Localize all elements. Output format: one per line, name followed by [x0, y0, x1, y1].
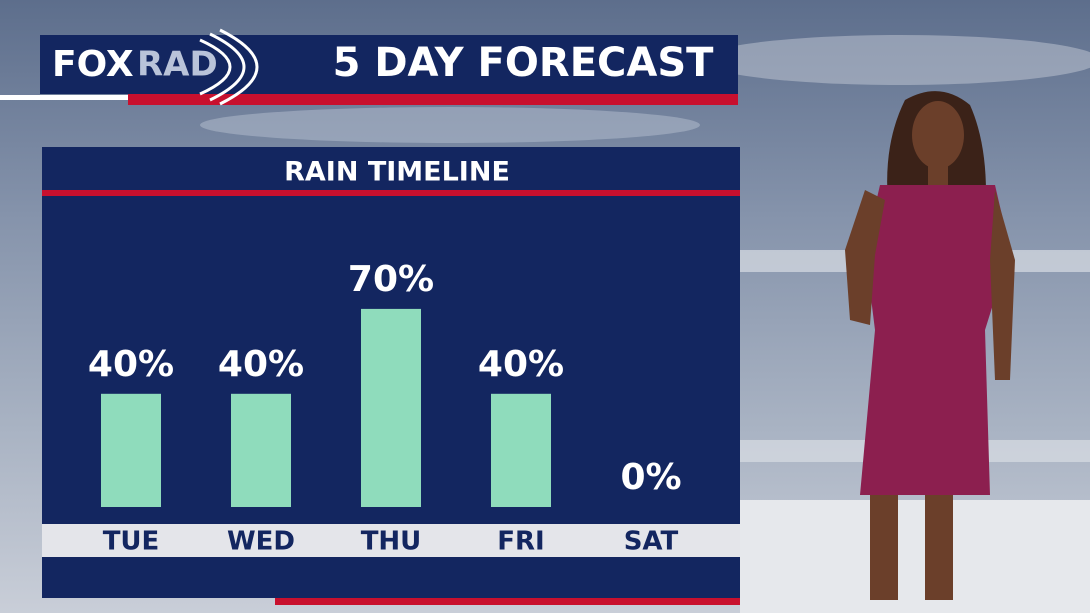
panel-stripe — [275, 598, 740, 605]
value-label: 40% — [478, 344, 564, 385]
logo-waves — [199, 28, 259, 106]
category-label: FRI — [497, 527, 544, 557]
presenter — [845, 91, 1015, 600]
bar — [101, 393, 161, 507]
bar — [361, 308, 421, 507]
value-label: 0% — [620, 457, 681, 498]
header-bar — [40, 35, 738, 94]
studio-floor — [740, 500, 1090, 613]
value-label: 40% — [88, 344, 174, 385]
value-label: 40% — [218, 344, 304, 385]
cloud — [700, 35, 1090, 85]
plot: 40% TUE 40% WED 70% THU 40% FRI 0% SAT — [88, 259, 682, 557]
value-label: 70% — [348, 259, 434, 300]
category-label: WED — [227, 527, 295, 557]
category-band — [42, 524, 740, 557]
logo-fox: FOX — [52, 44, 134, 85]
chart-title: RAIN TIMELINE — [284, 157, 510, 188]
category-label: TUE — [103, 527, 160, 557]
header-title: 5 DAY FORECAST — [333, 40, 715, 86]
bar — [491, 393, 551, 507]
category-label: THU — [361, 527, 422, 557]
header-line — [0, 95, 140, 100]
title-stripe — [42, 190, 740, 196]
category-label: SAT — [624, 527, 679, 557]
header-stripe — [128, 92, 738, 105]
cloud — [200, 107, 700, 143]
bar — [231, 393, 291, 507]
logo-rad: RAD — [137, 45, 218, 85]
